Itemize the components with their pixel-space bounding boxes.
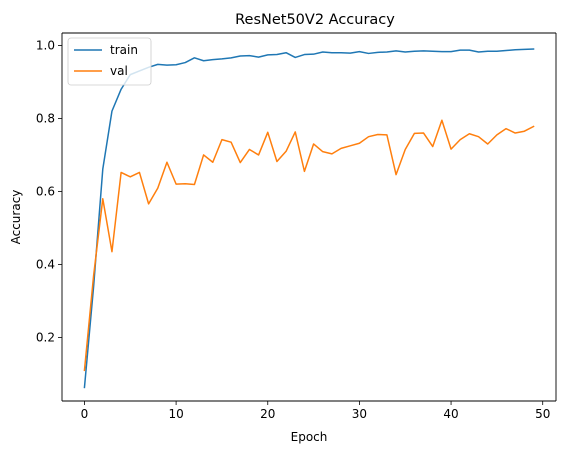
y-axis-ticks: 0.2 0.4 0.6 0.8 1.0 — [36, 38, 62, 344]
x-tick-label: 40 — [443, 407, 458, 421]
y-axis-label: Accuracy — [9, 190, 23, 245]
series-layer — [83, 48, 535, 389]
legend-label-train: train — [110, 43, 138, 57]
x-axis-label: Epoch — [291, 430, 328, 444]
y-tick-label: 0.4 — [36, 257, 55, 271]
axes-frame — [61, 32, 557, 402]
x-tick-label: 50 — [535, 407, 550, 421]
x-tick-label: 20 — [260, 407, 275, 421]
series-line-val — [83, 119, 535, 372]
series-line-train — [83, 48, 535, 389]
y-tick-label: 1.0 — [36, 38, 55, 52]
y-tick-label: 0.6 — [36, 184, 55, 198]
x-tick-label: 10 — [168, 407, 183, 421]
x-axis-ticks: 0 10 20 30 40 50 — [81, 401, 550, 421]
legend-label-val: val — [110, 64, 128, 78]
chart-title: ResNet50V2 Accuracy — [235, 12, 395, 28]
y-tick-label: 0.8 — [36, 111, 55, 125]
plot-area — [62, 33, 556, 401]
y-tick-label: 0.2 — [36, 330, 55, 344]
x-tick-label: 0 — [81, 407, 89, 421]
legend: train val — [67, 37, 152, 86]
x-tick-label: 30 — [352, 407, 367, 421]
